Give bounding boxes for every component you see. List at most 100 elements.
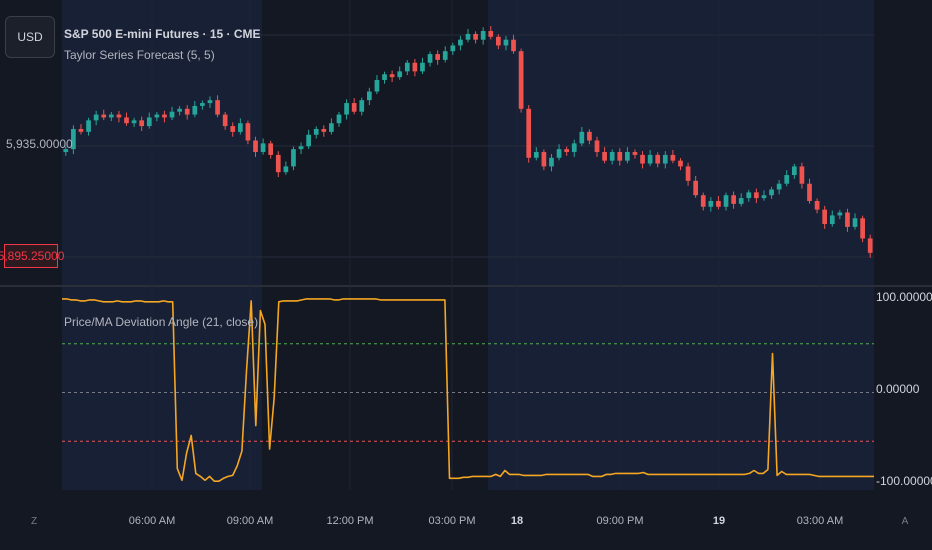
candle-body	[723, 195, 729, 207]
candle-body	[124, 117, 129, 124]
candle-body	[617, 152, 623, 161]
candle-body	[389, 74, 395, 78]
candle-body	[465, 33, 471, 40]
candle-body	[556, 149, 562, 158]
candle-body	[366, 91, 372, 101]
oscillator-line	[62, 298, 874, 482]
candle-body	[731, 195, 736, 204]
candle-body	[571, 143, 577, 153]
candle-body	[791, 166, 797, 176]
time-label: 03:00 AM	[796, 515, 844, 527]
candle-body	[108, 114, 114, 118]
candle-body	[427, 54, 433, 63]
candle-body	[442, 51, 448, 60]
candle-body	[222, 114, 228, 127]
candle-body	[807, 183, 812, 201]
candle-body	[655, 154, 661, 164]
candle-body	[382, 74, 387, 81]
candle-body	[473, 33, 478, 40]
candle-body	[116, 114, 122, 118]
auto-scale-toggle[interactable]: A	[901, 515, 909, 527]
candle-body	[404, 62, 410, 72]
session-band	[62, 0, 262, 490]
candle-body	[86, 120, 91, 132]
candle-body	[458, 39, 463, 46]
candle-body	[632, 152, 638, 155]
oscillator-series	[62, 298, 874, 482]
time-label: 06:00 AM	[128, 515, 176, 527]
candle-body	[253, 140, 258, 153]
currency-button[interactable]: USD	[5, 16, 55, 58]
candle-body	[511, 39, 516, 52]
candle-body	[397, 71, 403, 78]
session-shading	[62, 0, 932, 550]
time-label-day: 19	[712, 515, 726, 527]
candle-body	[647, 154, 653, 164]
candle-body	[207, 100, 213, 104]
candle-body	[754, 192, 759, 199]
candle-body	[435, 54, 440, 60]
candle-body	[93, 114, 99, 121]
time-label: 09:00 AM	[226, 515, 274, 527]
candle-body	[283, 166, 289, 173]
candle-body	[867, 238, 873, 253]
candle-body	[625, 152, 630, 161]
candle-body	[670, 154, 676, 161]
log-scale-toggle[interactable]: Z	[30, 515, 38, 527]
candle-body	[746, 192, 752, 199]
session-band	[262, 0, 488, 490]
candle-body	[245, 123, 251, 141]
candle-body	[488, 31, 494, 37]
candle-body	[845, 212, 850, 227]
grid-lines	[0, 0, 932, 490]
candle-body	[450, 45, 456, 52]
candle-body	[237, 123, 243, 132]
candle-body	[829, 215, 835, 225]
candle-body	[177, 108, 182, 112]
candle-body	[184, 108, 190, 115]
candle-body	[63, 149, 69, 153]
time-label: 03:00 PM	[428, 515, 476, 527]
session-band	[488, 0, 874, 490]
candle-body	[799, 166, 805, 184]
candle-body	[640, 154, 645, 164]
candle-body	[291, 149, 296, 167]
candle-body	[146, 117, 152, 127]
candle-body	[738, 198, 744, 204]
candle-body	[496, 36, 501, 46]
candle-body	[230, 126, 236, 132]
candle-body	[275, 154, 281, 173]
candle-body	[776, 183, 782, 190]
last-price-badge: 5,895.25000	[0, 244, 64, 268]
candle-body	[359, 100, 365, 112]
time-label: 12:00 PM	[326, 515, 374, 527]
candle-body	[351, 103, 357, 112]
candle-body	[344, 103, 349, 115]
candle-body	[769, 189, 774, 196]
osc-axis-label-bottom: -100.00000	[876, 474, 932, 488]
time-label-day: 18	[510, 515, 524, 527]
candle-body	[374, 80, 380, 92]
candle-body	[693, 180, 699, 196]
candle-body	[200, 103, 205, 106]
candle-body	[329, 123, 334, 132]
candle-body	[260, 143, 266, 153]
indicator-legend[interactable]: Taylor Series Forecast (5, 5)	[64, 48, 215, 62]
candle-body	[215, 100, 220, 115]
candle-body	[685, 166, 691, 181]
candle-body	[533, 152, 539, 158]
symbol-title[interactable]: S&P 500 E-mini Futures · 15 · CME	[64, 27, 261, 41]
candle-body	[814, 200, 820, 210]
candle-body	[579, 131, 585, 144]
candle-body	[169, 111, 175, 118]
price-axis-background	[874, 0, 932, 550]
candle-body	[336, 114, 342, 124]
candle-body	[268, 143, 274, 155]
candle-body	[564, 149, 570, 153]
candle-body	[708, 200, 714, 207]
candle-body	[852, 218, 858, 227]
candle-body	[678, 160, 683, 167]
candle-body	[716, 200, 721, 207]
oscillator-legend[interactable]: Price/MA Deviation Angle (21, close)	[64, 315, 259, 329]
